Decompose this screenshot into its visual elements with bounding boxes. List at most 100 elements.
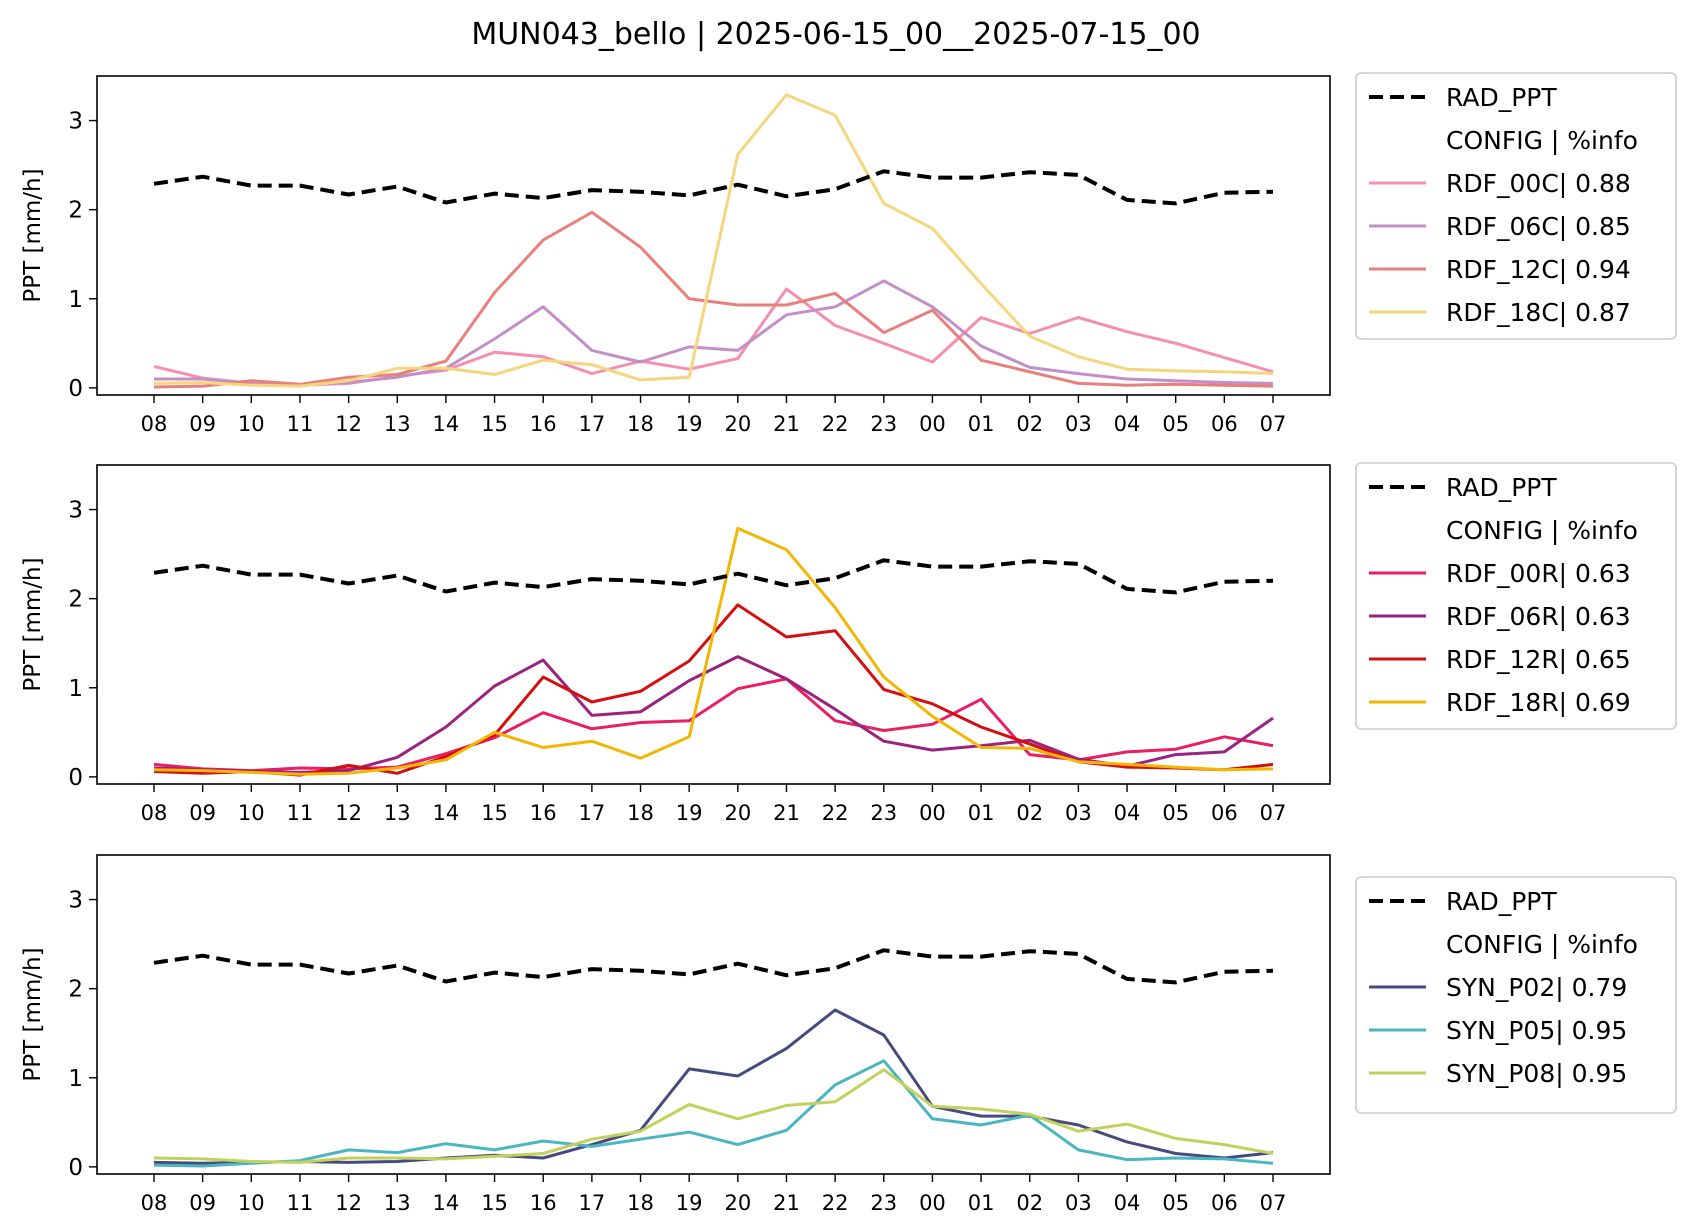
y-tick-label: 2	[68, 198, 83, 224]
x-tick-label: 19	[676, 1191, 703, 1215]
y-tick-label: 1	[68, 676, 83, 702]
x-tick-label: 07	[1260, 801, 1287, 825]
x-tick-label: 00	[919, 801, 946, 825]
series-line-rdf-06c	[154, 279, 1274, 387]
y-tick-label: 0	[68, 765, 83, 791]
x-tick-label: 21	[773, 801, 800, 825]
y-axis-label: PPT [mm/h]	[20, 557, 46, 691]
x-tick-label: 23	[870, 1191, 897, 1215]
plot-area-frame	[96, 854, 1331, 1175]
legend-label: RDF_06C| 0.85	[1446, 212, 1631, 241]
legend-label: RDF_00R| 0.63	[1446, 559, 1631, 588]
legend-label: RAD_PPT	[1446, 887, 1557, 916]
x-tick-label: 01	[968, 1191, 995, 1215]
legend-header: CONFIG | %info	[1446, 126, 1638, 155]
y-axis-label: PPT [mm/h]	[20, 168, 46, 302]
x-tick-label: 16	[530, 1191, 557, 1215]
x-tick-label: 13	[384, 1191, 411, 1215]
x-tick-label: 13	[384, 801, 411, 825]
y-tick-label: 0	[68, 1155, 83, 1181]
x-tick-label: 22	[822, 801, 849, 825]
series-line-rdf-18c	[153, 93, 1274, 388]
x-tick-label: 02	[1016, 412, 1043, 436]
series-line-rdf-00c	[153, 287, 1274, 387]
x-tick-label: 08	[141, 412, 168, 436]
x-tick-label: 23	[870, 412, 897, 436]
x-tick-label: 09	[189, 412, 216, 436]
x-tick-label: 12	[335, 801, 362, 825]
x-tick-label: 05	[1162, 801, 1189, 825]
x-tick-label: 01	[968, 412, 995, 436]
legend-label: RDF_12R| 0.65	[1446, 645, 1631, 674]
y-tick-label: 1	[68, 287, 83, 313]
x-tick-label: 18	[627, 1191, 654, 1215]
x-tick-label: 08	[141, 801, 168, 825]
legend-label: SYN_P08| 0.95	[1446, 1059, 1627, 1088]
x-tick-label: 13	[384, 412, 411, 436]
legend: RAD_PPT CONFIG | %info RDF_00R| 0.63 RDF_06…	[1355, 462, 1677, 730]
x-tick-label: 17	[579, 412, 606, 436]
x-tick-label: 11	[287, 412, 314, 436]
x-tick-label: 10	[238, 1191, 265, 1215]
legend-label: RAD_PPT	[1446, 473, 1557, 502]
x-tick-label: 04	[1114, 412, 1141, 436]
y-tick-label: 3	[68, 109, 83, 135]
x-tick-label: 05	[1162, 412, 1189, 436]
x-tick-label: 11	[287, 1191, 314, 1215]
x-tick-label: 04	[1114, 1191, 1141, 1215]
series-line-rad-ppt	[153, 169, 1274, 206]
x-tick-label: 10	[238, 801, 265, 825]
series-line-rdf-00r	[153, 677, 1274, 773]
x-tick-label: 08	[141, 1191, 168, 1215]
x-tick-label: 07	[1260, 412, 1287, 436]
legend-frame	[1355, 876, 1677, 1114]
y-tick-label: 1	[68, 1066, 83, 1092]
x-tick-label: 15	[481, 801, 508, 825]
x-tick-label: 20	[724, 801, 751, 825]
legend-frame	[1355, 72, 1677, 340]
x-tick-label: 03	[1065, 801, 1092, 825]
y-axis-label: PPT [mm/h]	[20, 947, 46, 1081]
series-line-syn-p05	[153, 1059, 1274, 1168]
y-tick-label: 3	[68, 888, 83, 914]
x-tick-label: 02	[1016, 1191, 1043, 1215]
x-tick-label: 00	[919, 412, 946, 436]
legend: RAD_PPT CONFIG | %info RDF_00C| 0.88 RDF_06…	[1355, 72, 1677, 340]
x-tick-label: 06	[1211, 1191, 1238, 1215]
x-tick-label: 03	[1065, 412, 1092, 436]
x-tick-label: 18	[627, 801, 654, 825]
legend-label: RDF_18R| 0.69	[1446, 688, 1631, 717]
x-tick-label: 22	[822, 1191, 849, 1215]
x-tick-label: 09	[189, 801, 216, 825]
legend: RAD_PPT CONFIG | %info SYN_P02| 0.79 SYN_P0…	[1355, 876, 1677, 1114]
legend-label: RDF_06R| 0.63	[1446, 602, 1631, 631]
legend-label: SYN_P05| 0.95	[1446, 1016, 1627, 1045]
x-tick-label: 14	[433, 1191, 460, 1215]
x-tick-label: 07	[1260, 1191, 1287, 1215]
legend-label: RDF_18C| 0.87	[1446, 298, 1631, 327]
x-tick-label: 11	[287, 801, 314, 825]
x-tick-label: 21	[773, 1191, 800, 1215]
x-tick-label: 17	[579, 801, 606, 825]
plot-area-frame	[96, 464, 1331, 785]
series-line-rad-ppt	[153, 948, 1274, 985]
x-tick-label: 05	[1162, 1191, 1189, 1215]
x-tick-label: 14	[433, 801, 460, 825]
x-tick-label: 17	[579, 1191, 606, 1215]
legend-header: CONFIG | %info	[1446, 930, 1638, 959]
x-tick-label: 19	[676, 412, 703, 436]
series-line-rdf-06r	[153, 655, 1274, 774]
x-tick-label: 16	[530, 801, 557, 825]
x-tick-label: 20	[724, 412, 751, 436]
x-tick-label: 12	[335, 412, 362, 436]
x-tick-label: 15	[481, 1191, 508, 1215]
x-tick-label: 06	[1211, 801, 1238, 825]
x-tick-label: 23	[870, 801, 897, 825]
y-tick-label: 0	[68, 376, 83, 402]
series-line-syn-p02	[153, 1008, 1274, 1165]
chart-title: MUN043_bello | 2025-06-15_00__2025-07-15…	[471, 17, 1200, 52]
x-tick-label: 14	[433, 412, 460, 436]
